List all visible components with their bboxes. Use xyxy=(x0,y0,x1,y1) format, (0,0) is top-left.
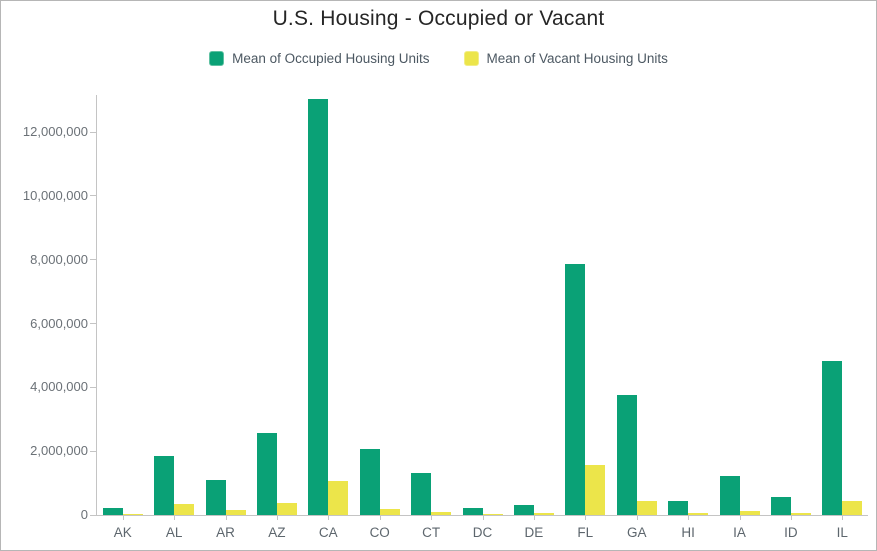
bar-vacant-IL xyxy=(842,500,863,515)
legend-item-occupied: Mean of Occupied Housing Units xyxy=(209,51,430,66)
x-axis-tick-label: IA xyxy=(733,525,746,540)
page-title: U.S. Housing - Occupied or Vacant xyxy=(272,7,605,30)
y-axis-tick-label: 6,000,000 xyxy=(30,315,88,331)
y-axis-tick-label: 10,000,000 xyxy=(22,187,88,203)
x-axis-tick-label: DC xyxy=(472,525,493,540)
bar-occupied-DC xyxy=(462,508,483,515)
y-axis-tick-label: 2,000,000 xyxy=(30,443,88,459)
x-axis-tick-label: AL xyxy=(165,525,183,540)
y-axis-tick xyxy=(90,323,97,324)
x-axis-tick xyxy=(533,515,535,520)
bar-vacant-FL xyxy=(585,465,606,515)
bar-occupied-AR xyxy=(205,479,226,515)
x-axis-tick xyxy=(482,515,484,520)
occupied-series-swatch-icon xyxy=(209,51,225,66)
x-axis-tick xyxy=(636,515,638,520)
bar-occupied-CT xyxy=(411,472,432,515)
bar-occupied-HI xyxy=(668,501,689,515)
bar-occupied-IA xyxy=(719,476,740,515)
bar-vacant-AR xyxy=(225,509,246,515)
plot-area: 0 2,000,000 4,000,000 6,000,000 8,000,000 10,… xyxy=(23,95,868,540)
x-axis-tick xyxy=(379,515,381,520)
y-axis-tick-label: 4,000,000 xyxy=(30,379,88,395)
x-axis-tick-label: DE xyxy=(524,525,544,540)
x-axis-tick-label: ID xyxy=(784,525,798,540)
bar-occupied-CO xyxy=(359,448,380,515)
bar-vacant-GA xyxy=(636,501,657,515)
y-axis-tick xyxy=(90,386,97,388)
x-axis-tick xyxy=(328,515,330,520)
y-axis-tick xyxy=(90,259,97,261)
x-axis-tick xyxy=(688,515,690,520)
bar-vacant-IA xyxy=(739,511,760,515)
x-axis-tick xyxy=(790,515,792,520)
bar-vacant-CT xyxy=(431,512,452,515)
y-axis-tick xyxy=(90,514,97,516)
x-axis-tick-label: CT xyxy=(422,525,441,540)
bar-occupied-FL xyxy=(565,263,586,515)
legend-label-vacant: Mean of Vacant Housing Units xyxy=(486,51,668,66)
y-axis-tick xyxy=(90,195,97,197)
x-axis-tick xyxy=(276,515,278,520)
bar-occupied-AK xyxy=(102,508,123,515)
x-axis-tick-label: GA xyxy=(626,525,647,540)
bar-occupied-AZ xyxy=(256,432,277,515)
bar-occupied-IL xyxy=(822,360,843,515)
bar-vacant-DE xyxy=(533,513,554,515)
x-axis-tick-label: CO xyxy=(369,525,390,540)
vacant-series-swatch-icon xyxy=(463,51,479,66)
x-axis-tick xyxy=(174,515,176,520)
x-axis-tick-label: AK xyxy=(113,525,132,540)
x-axis-tick-label: IL xyxy=(836,525,848,540)
x-axis-tick-label: HI xyxy=(681,525,695,540)
bar-vacant-CA xyxy=(328,481,349,515)
x-axis-tick-label: AR xyxy=(216,525,235,540)
bar-occupied-DE xyxy=(513,504,534,515)
bar-vacant-HI xyxy=(688,513,709,515)
legend-item-vacant: Mean of Vacant Housing Units xyxy=(463,51,668,66)
x-axis-tick xyxy=(739,515,741,520)
bar-vacant-AL xyxy=(174,504,195,515)
x-axis-tick xyxy=(842,515,844,520)
x-axis-tick-label: AZ xyxy=(268,525,286,540)
x-axis-tick xyxy=(585,515,587,520)
y-axis-tick xyxy=(90,131,97,133)
y-axis-tick-label: 0 xyxy=(80,507,88,522)
legend: Mean of Occupied Housing Units Mean of V… xyxy=(1,51,876,66)
bar-vacant-ID xyxy=(790,513,811,515)
bar-vacant-DC xyxy=(482,514,503,515)
bar-occupied-GA xyxy=(616,394,637,515)
legend-label-occupied: Mean of Occupied Housing Units xyxy=(232,51,430,66)
bar-vacant-CO xyxy=(379,509,400,515)
bar-occupied-AL xyxy=(154,456,175,515)
y-axis-tick xyxy=(90,450,97,452)
x-axis-tick xyxy=(122,515,124,520)
y-axis-tick-label: 8,000,000 xyxy=(30,251,88,267)
x-axis-tick-label: FL xyxy=(577,525,594,540)
bar-occupied-ID xyxy=(770,496,791,515)
bar-vacant-AZ xyxy=(276,503,297,515)
y-axis-tick-label: 12,000,000 xyxy=(22,124,88,139)
x-axis-tick-label: CA xyxy=(318,525,338,540)
x-axis-tick xyxy=(431,515,433,520)
bar-vacant-AK xyxy=(122,513,143,515)
x-axis-tick xyxy=(225,515,227,520)
bar-occupied-CA xyxy=(308,99,329,515)
